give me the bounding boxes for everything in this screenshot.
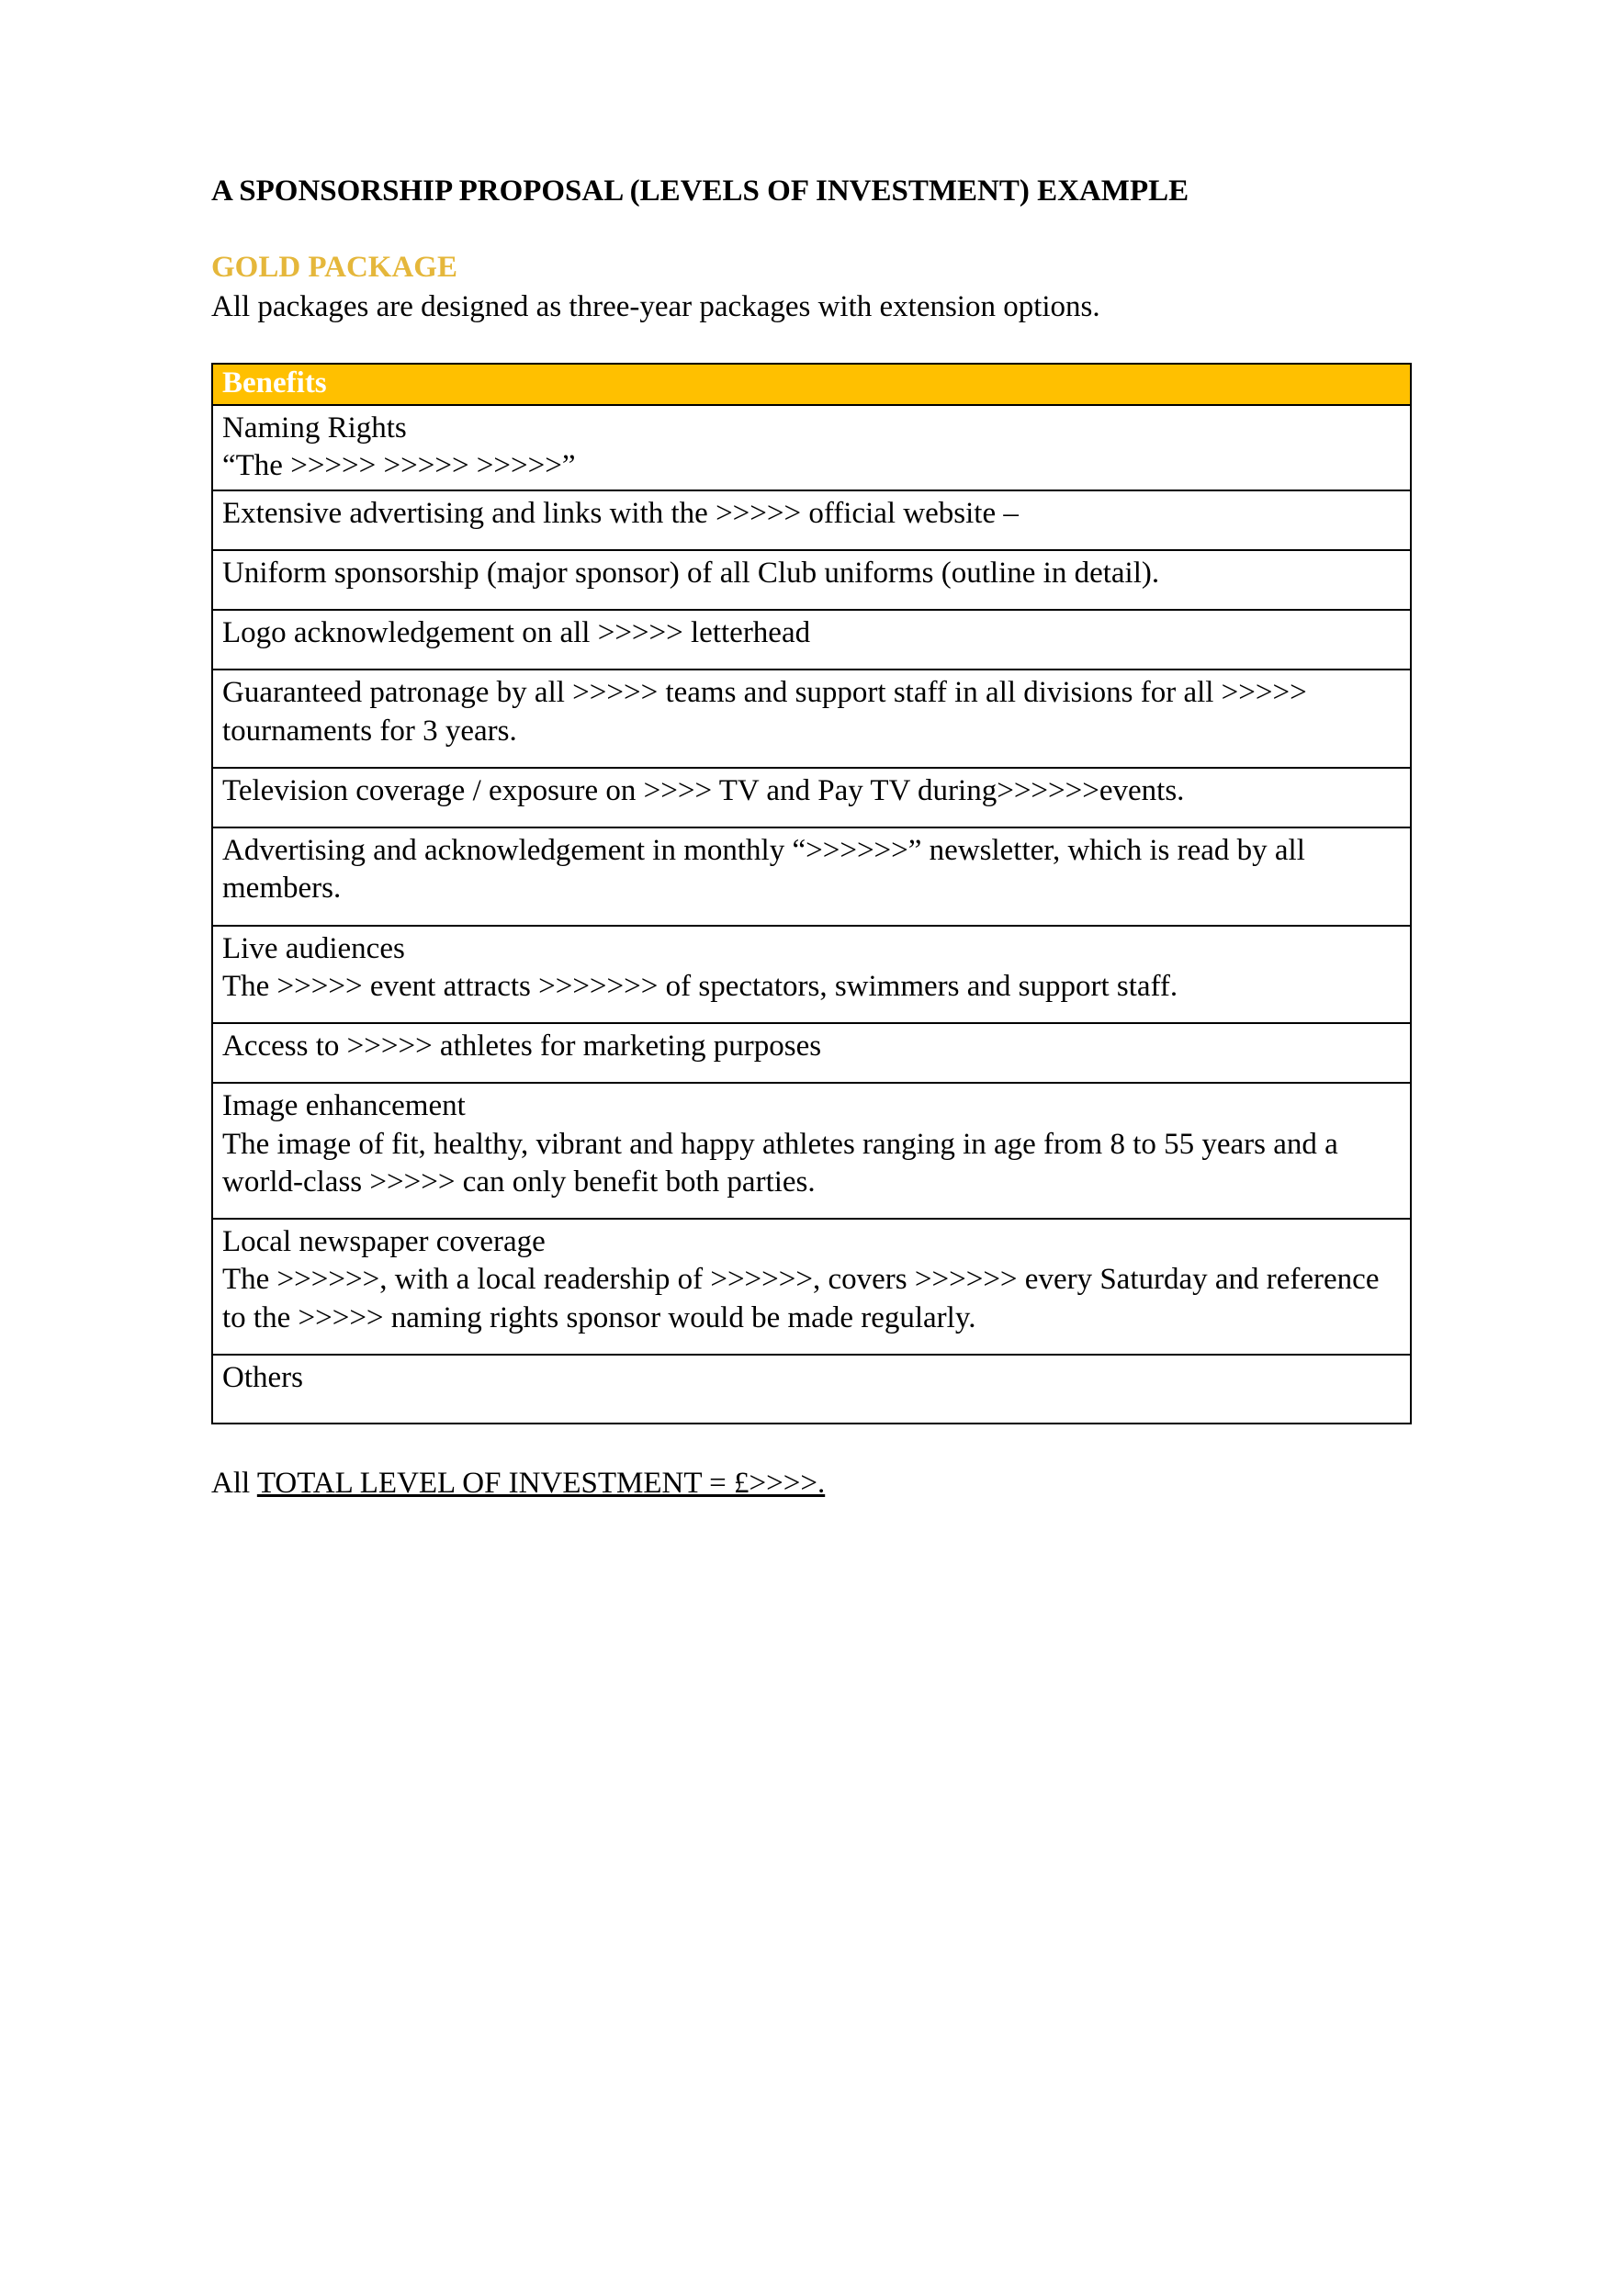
benefit-cell: Access to >>>>> athletes for marketing p… (212, 1023, 1411, 1083)
benefit-cell: Advertising and acknowledgement in month… (212, 827, 1411, 926)
benefit-cell: Extensive advertising and links with the… (212, 490, 1411, 550)
package-name: GOLD PACKAGE (211, 251, 1412, 285)
benefit-cell: Television coverage / exposure on >>>> T… (212, 768, 1411, 827)
benefit-cell: Local newspaper coverageThe >>>>>>, with… (212, 1219, 1411, 1355)
benefits-header: Benefits (212, 364, 1411, 405)
table-row: Guaranteed patronage by all >>>>> teams … (212, 670, 1411, 768)
total-main: TOTAL LEVEL OF INVESTMENT = £>>>>. (257, 1467, 825, 1500)
table-row: Live audiencesThe >>>>> event attracts >… (212, 926, 1411, 1024)
table-row: Television coverage / exposure on >>>> T… (212, 768, 1411, 827)
document-title: A SPONSORSHIP PROPOSAL (LEVELS OF INVEST… (211, 174, 1412, 208)
table-row: Others (212, 1355, 1411, 1424)
benefit-cell: Logo acknowledgement on all >>>>> letter… (212, 610, 1411, 670)
table-row: Local newspaper coverageThe >>>>>>, with… (212, 1219, 1411, 1355)
table-row: Image enhancementThe image of fit, healt… (212, 1083, 1411, 1219)
benefit-cell: Others (212, 1355, 1411, 1424)
table-row: Naming Rights“The >>>>> >>>>> >>>>>” (212, 405, 1411, 490)
total-prefix: All (211, 1467, 257, 1500)
benefit-cell: Uniform sponsorship (major sponsor) of a… (212, 550, 1411, 610)
table-row: Logo acknowledgement on all >>>>> letter… (212, 610, 1411, 670)
table-row: Extensive advertising and links with the… (212, 490, 1411, 550)
page-container: A SPONSORSHIP PROPOSAL (LEVELS OF INVEST… (0, 0, 1623, 1501)
table-row: Access to >>>>> athletes for marketing p… (212, 1023, 1411, 1083)
benefit-cell: Guaranteed patronage by all >>>>> teams … (212, 670, 1411, 768)
benefit-cell: Live audiencesThe >>>>> event attracts >… (212, 926, 1411, 1024)
benefit-cell: Naming Rights“The >>>>> >>>>> >>>>>” (212, 405, 1411, 490)
table-row: Uniform sponsorship (major sponsor) of a… (212, 550, 1411, 610)
table-row: Advertising and acknowledgement in month… (212, 827, 1411, 926)
benefit-cell: Image enhancementThe image of fit, healt… (212, 1083, 1411, 1219)
benefits-table: Benefits Naming Rights“The >>>>> >>>>> >… (211, 363, 1412, 1424)
package-intro: All packages are designed as three-year … (211, 290, 1412, 324)
total-investment-line: All TOTAL LEVEL OF INVESTMENT = £>>>>. (211, 1467, 1412, 1501)
